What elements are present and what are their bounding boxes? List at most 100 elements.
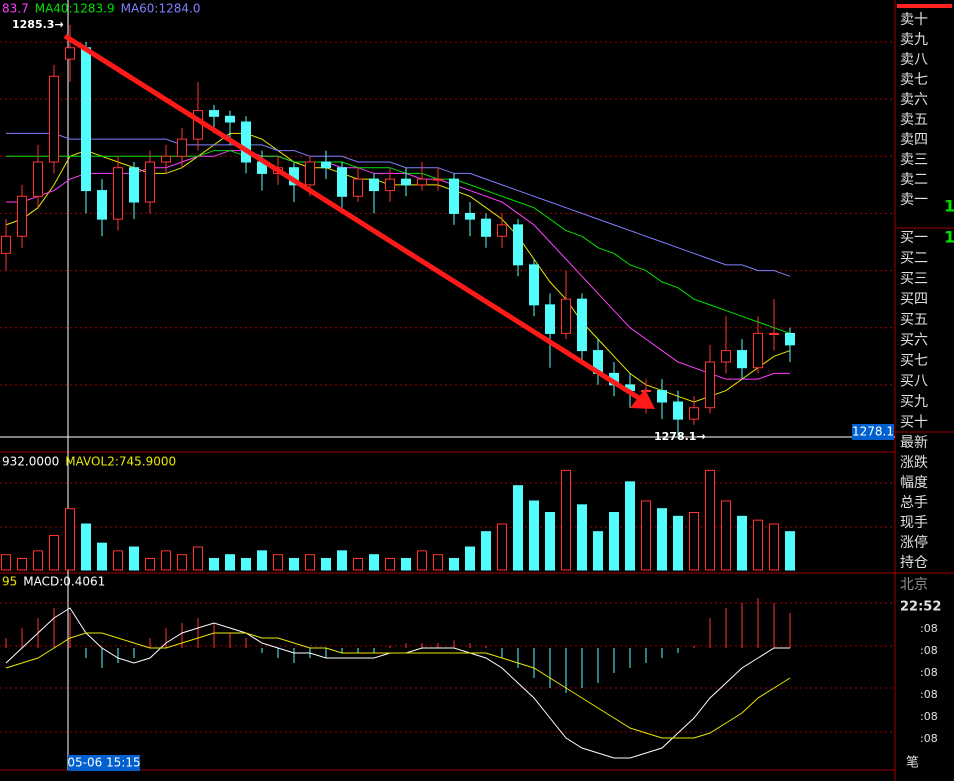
volume-bar [97,542,107,571]
sell-level: 卖七 [900,72,928,88]
volume-bar [721,500,731,571]
buy-level: 买三 [900,271,928,287]
candle-body [1,235,11,254]
cursor-time-box [68,755,140,771]
candle-body [753,332,763,369]
stat-label: 总手 [900,495,928,511]
candle-body [225,115,235,123]
candle-body [737,350,747,369]
candle-body [321,161,331,169]
buy-level: 买五 [900,312,928,328]
stat-label: 持仓 [900,555,928,571]
candle-body [497,224,507,237]
candle-body [129,167,139,203]
candle-body [465,212,475,220]
candle-body [49,75,59,163]
legend-item: MACD:0.4061 [23,575,105,589]
candle-body [657,390,667,403]
candle-body [369,178,379,192]
volume-bar [449,558,459,571]
legend-item: MAVOL2:745.9000 [65,455,176,469]
sell-level: 卖二 [900,172,928,188]
candle-body [689,407,699,420]
buy-level: 买九 [900,394,928,410]
candle-body [577,298,587,352]
volume-bar [769,523,779,571]
stat-label: 幅度 [900,475,928,491]
candle-body [81,47,91,192]
volume-bar [353,558,363,571]
volume-bar [193,546,203,571]
candle-body [193,110,203,140]
volume-bar [641,500,651,571]
indicator-line [6,150,791,334]
volume-bar [337,550,347,571]
volume-bar [513,485,523,571]
buy-level: 买六 [900,333,928,349]
candle-body [209,110,219,117]
stat-label: 现手 [900,515,928,531]
candle-body [513,224,523,266]
volume-bar [113,550,123,571]
candle-body [433,178,443,181]
sell-level: 卖四 [900,132,928,148]
volume-bar [129,546,139,571]
time-tick: :08 [920,732,938,745]
volume-bar [465,546,475,571]
volume-bar [161,550,171,571]
low-annotation: 1278.1→ [654,430,706,443]
volume-bar [177,554,187,571]
volume-bar [737,515,747,571]
candle-body [145,161,155,203]
volume-bar [529,500,539,571]
volume-bar [385,558,395,571]
sell-level: 卖五 [900,112,928,128]
candle-body [177,138,187,157]
buy-level: 买一 [900,230,928,246]
volume-bar [81,523,91,571]
volume-bar [369,554,379,571]
volume-bar [497,523,507,571]
buy-level: 买八 [900,374,928,390]
legend-item: MA60:1284.0 [121,2,201,16]
candle-body [449,178,459,214]
candle-body [241,121,251,163]
candle-body [353,178,363,197]
volume-bar [289,558,299,571]
candle-body [385,178,395,192]
footer-label: 笔 [906,755,919,771]
candle-body [33,161,43,197]
time-tick: :08 [920,644,938,657]
volume-bar [657,508,667,571]
sell-level: 卖一 [900,192,928,208]
legend-item: 95 [2,575,17,589]
sell-level: 卖六 [900,92,928,108]
stat-label: 最新 [900,435,928,451]
cursor-time: 05-06 15:15 [67,756,140,770]
buy-level: 买七 [900,353,928,369]
legend-item: 932.0000 [2,455,59,469]
legend-item: 83.7 [2,2,29,16]
arrow-head [630,389,655,409]
volume-bar [481,531,491,571]
city: 北京 [900,577,928,593]
buy1-volume: 1 [944,228,954,247]
sell-level: 卖九 [900,32,928,48]
volume-bar [257,550,267,571]
candle-body [481,218,491,237]
candle-body [97,190,107,220]
volume-bar [321,558,331,571]
candle-body [161,155,171,163]
candle-body [561,298,571,334]
candle-body [545,304,555,334]
candle-body [305,161,315,186]
buy-level: 买十 [900,415,928,431]
volume-bar [753,519,763,571]
candle-body [705,361,715,409]
volume-bar [417,550,427,571]
quote-panel: 卖十卖九卖八卖七卖六卖五卖四卖三卖二卖一买一买二买三买四买五买六买七买八买九买十… [900,12,954,771]
volume-bar [1,554,11,571]
volume-bar [689,512,699,571]
volume-bar [65,508,75,571]
candle-body [673,401,683,420]
